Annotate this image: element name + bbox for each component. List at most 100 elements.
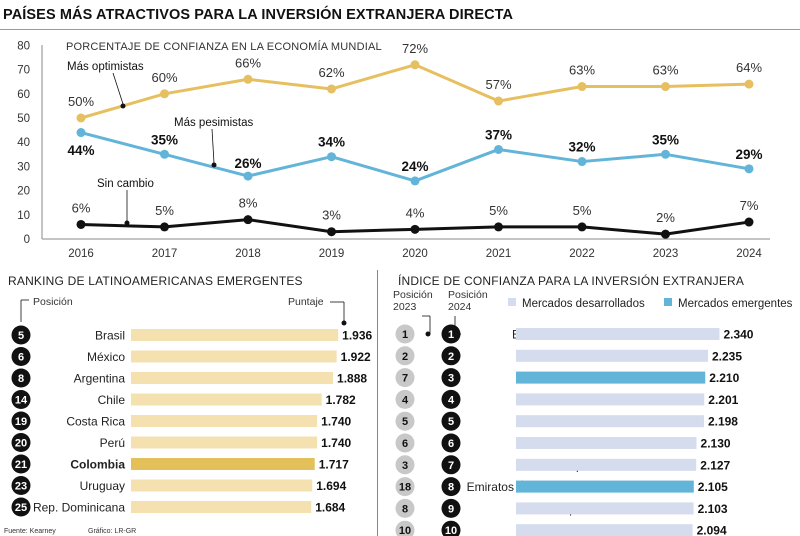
position-2023-badge — [395, 520, 415, 536]
data-point — [661, 229, 670, 239]
position-2023-number: 10 — [399, 525, 411, 536]
position-2023-number: 4 — [402, 394, 409, 406]
data-label: 44% — [67, 143, 94, 158]
position-2024-badge — [441, 520, 461, 536]
data-label: 63% — [569, 63, 595, 78]
data-point — [410, 224, 420, 234]
data-point — [661, 149, 670, 159]
data-point — [494, 222, 503, 232]
position-2024-badge — [441, 498, 461, 518]
bar — [131, 479, 313, 492]
series-name-no-change: Sin cambio — [97, 178, 154, 190]
index-title: ÍNDICE DE CONFIANZA PARA LA INVERSIÓN EX… — [398, 274, 745, 288]
data-point — [160, 149, 169, 159]
col-2023-label-1: Posición — [393, 289, 433, 301]
data-point — [410, 176, 420, 186]
x-tick-label: 2016 — [68, 248, 94, 260]
position-2024-number: 2 — [448, 351, 454, 363]
position-2024-badge — [441, 324, 461, 344]
data-point — [243, 215, 253, 225]
data-label: 26% — [234, 156, 261, 171]
score-label: Puntaje — [288, 296, 324, 308]
col-2024-label-1: Posición — [448, 289, 488, 301]
data-point — [243, 171, 253, 181]
y-tick-label: 20 — [17, 186, 30, 198]
value-label: 1.936 — [342, 329, 372, 343]
data-label: 34% — [318, 135, 345, 150]
y-tick-label: 40 — [17, 137, 30, 149]
position-2024-badge — [441, 455, 461, 475]
series-name-pessimists: Más pesimistas — [174, 117, 253, 129]
data-point — [577, 222, 587, 232]
data-label: 4% — [406, 205, 425, 220]
position-2023-badge — [395, 368, 415, 388]
y-tick-label: 80 — [17, 40, 30, 52]
position-2023-number: 7 — [402, 373, 408, 385]
bar — [131, 436, 318, 449]
data-label: 32% — [568, 140, 595, 155]
x-tick-label: 2022 — [569, 248, 595, 260]
position-badge — [11, 347, 31, 366]
data-point — [76, 128, 86, 138]
data-label: 3% — [322, 208, 341, 223]
position-number: 5 — [18, 330, 24, 342]
bar — [516, 480, 694, 493]
position-2024-number: 9 — [448, 503, 454, 515]
footer-graphic: Gráfico: LR-GR — [88, 528, 137, 535]
value-label: 2.210 — [709, 371, 739, 385]
position-badge — [11, 476, 31, 495]
x-tick-label: 2018 — [235, 248, 261, 260]
x-tick-label: 2020 — [402, 248, 428, 260]
data-point — [744, 79, 754, 89]
country-label: Rep. Dominicana — [33, 501, 125, 515]
leader-dot — [120, 103, 126, 109]
bar — [131, 415, 318, 427]
data-label: 8% — [239, 196, 258, 211]
line-chart-title: PORCENTAJE DE CONFIANZA EN LA ECONOMÍA M… — [66, 40, 382, 53]
bar — [516, 524, 693, 536]
data-point — [243, 74, 253, 84]
leader-line — [211, 128, 215, 164]
data-label: 5% — [155, 203, 174, 218]
position-number: 20 — [15, 438, 27, 450]
position-2024-badge — [441, 411, 461, 431]
position-badge — [11, 368, 31, 388]
data-point — [76, 113, 86, 123]
value-label: 1.740 — [321, 415, 351, 429]
data-point — [76, 219, 86, 229]
position-2023-badge — [395, 433, 415, 453]
legend-swatch — [508, 298, 516, 306]
leader-dot — [341, 320, 347, 326]
data-label: 35% — [151, 132, 178, 147]
bar — [131, 329, 339, 341]
position-2024-number: 3 — [448, 373, 454, 385]
y-tick-label: 30 — [17, 161, 30, 173]
bar — [516, 393, 705, 406]
position-2023-number: 1 — [402, 329, 408, 341]
data-label: 37% — [485, 127, 512, 142]
data-point — [160, 222, 169, 232]
position-badge — [11, 433, 31, 452]
position-number: 25 — [15, 502, 27, 514]
bar — [131, 393, 322, 406]
position-2023-badge — [395, 389, 415, 409]
x-tick-label: 2023 — [653, 248, 679, 260]
data-point — [494, 96, 503, 106]
legend-swatch — [664, 298, 672, 306]
value-label: 2.235 — [712, 349, 742, 363]
position-2024-number: 10 — [445, 525, 457, 536]
country-label: Colombia — [70, 458, 125, 472]
position-badge — [11, 325, 31, 345]
leader-dot — [124, 220, 130, 226]
position-2023-badge — [395, 455, 415, 475]
bar — [131, 372, 334, 384]
data-label: 2% — [656, 210, 675, 225]
position-badge — [11, 390, 31, 409]
col-2024-label-2: 2024 — [448, 301, 472, 313]
position-2024-number: 5 — [448, 416, 454, 428]
data-label: 29% — [735, 147, 762, 162]
y-tick-label: 50 — [17, 113, 30, 125]
position-2024-badge — [441, 477, 461, 497]
leader-dot — [425, 331, 431, 337]
x-tick-label: 2024 — [736, 248, 762, 260]
